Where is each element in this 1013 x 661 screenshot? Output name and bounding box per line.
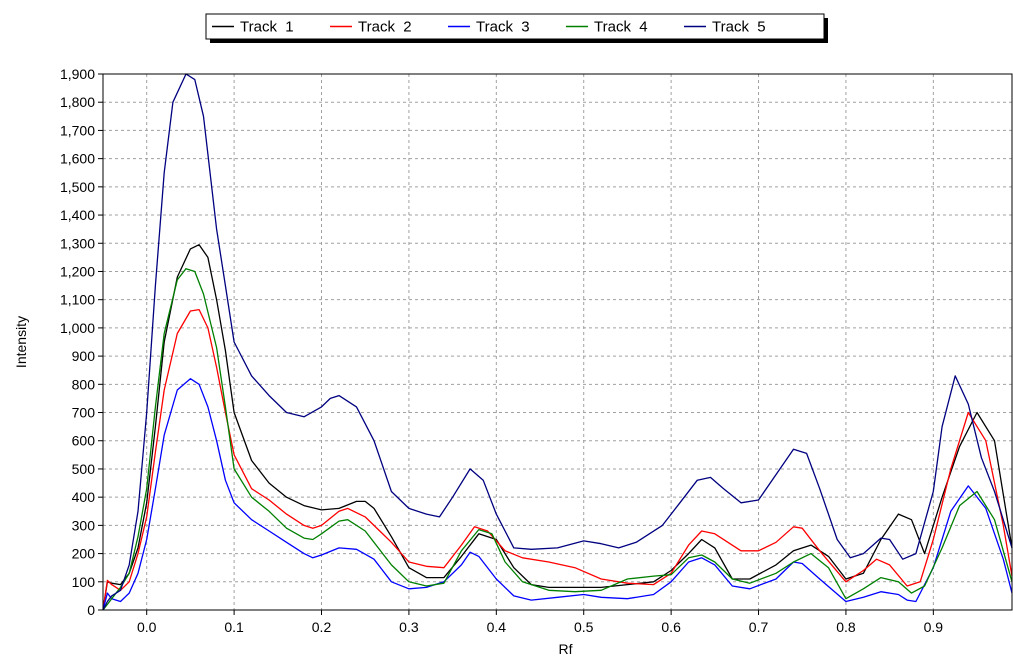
y-axis: 0 100 200 300 400 500 600 700 800 900 1,000 1,100 1,… [60, 66, 103, 618]
y-tick-label: 100 [72, 574, 96, 590]
y-tick-label: 1,700 [60, 122, 95, 138]
series-line-track-4 [102, 268, 1013, 611]
x-tick-label: 0.3 [399, 619, 419, 635]
x-tick-label: 0.7 [749, 619, 769, 635]
y-tick-label: 500 [72, 461, 96, 477]
grid [103, 73, 1012, 610]
y-tick-label: 1,200 [60, 263, 95, 279]
y-tick-label: 700 [72, 405, 96, 421]
y-tick-label: 600 [72, 433, 96, 449]
x-tick-label: 0.0 [137, 619, 157, 635]
plot-background [103, 74, 1012, 610]
series-line-track-2 [102, 308, 1013, 611]
x-tick-label: 0.1 [224, 619, 244, 635]
y-tick-label: 200 [72, 546, 96, 562]
y-axis-title: Intensity [13, 316, 29, 368]
y-tick-label: 1,100 [60, 292, 95, 308]
x-tick-label: 0.5 [574, 619, 594, 635]
x-axis-title: Rf [559, 641, 573, 657]
legend-label: Track 2 [358, 19, 412, 36]
legend: Track 1 Track 2 Track 3 Track 4 Track 5 [205, 13, 828, 43]
legend-label: Track 4 [594, 19, 648, 36]
y-tick-label: 1,600 [60, 151, 95, 167]
x-tick-label: 0.8 [836, 619, 856, 635]
series-line-track-3 [102, 378, 1013, 611]
x-tick-label: 0.2 [312, 619, 332, 635]
plot-frame [102, 73, 1013, 611]
y-tick-label: 400 [72, 489, 96, 505]
y-tick-label: 1,800 [60, 94, 95, 110]
series-group [102, 73, 1013, 611]
y-tick-label: 800 [72, 376, 96, 392]
y-tick-label: 1,300 [60, 235, 95, 251]
series-line-track-1 [102, 244, 1013, 611]
legend-label: Track 5 [712, 19, 766, 36]
y-tick-label: 1,500 [60, 179, 95, 195]
x-tick-label: 0.9 [924, 619, 944, 635]
x-axis: 0.0 0.1 0.2 0.3 0.4 0.5 0.6 0.7 0.8 0.9 [137, 610, 943, 635]
y-tick-label: 1,000 [60, 320, 95, 336]
y-tick-label: 300 [72, 517, 96, 533]
y-tick-label: 1,900 [60, 66, 95, 82]
x-tick-label: 0.4 [487, 619, 507, 635]
y-tick-label: 0 [87, 602, 95, 618]
y-tick-label: 1,400 [60, 207, 95, 223]
y-tick-label: 900 [72, 348, 96, 364]
series-line-track-5 [102, 73, 1013, 611]
x-tick-label: 0.6 [661, 619, 681, 635]
legend-label: Track 1 [240, 19, 294, 36]
legend-label: Track 3 [476, 19, 530, 36]
plot-area [102, 73, 1013, 611]
legend-box [205, 13, 825, 40]
